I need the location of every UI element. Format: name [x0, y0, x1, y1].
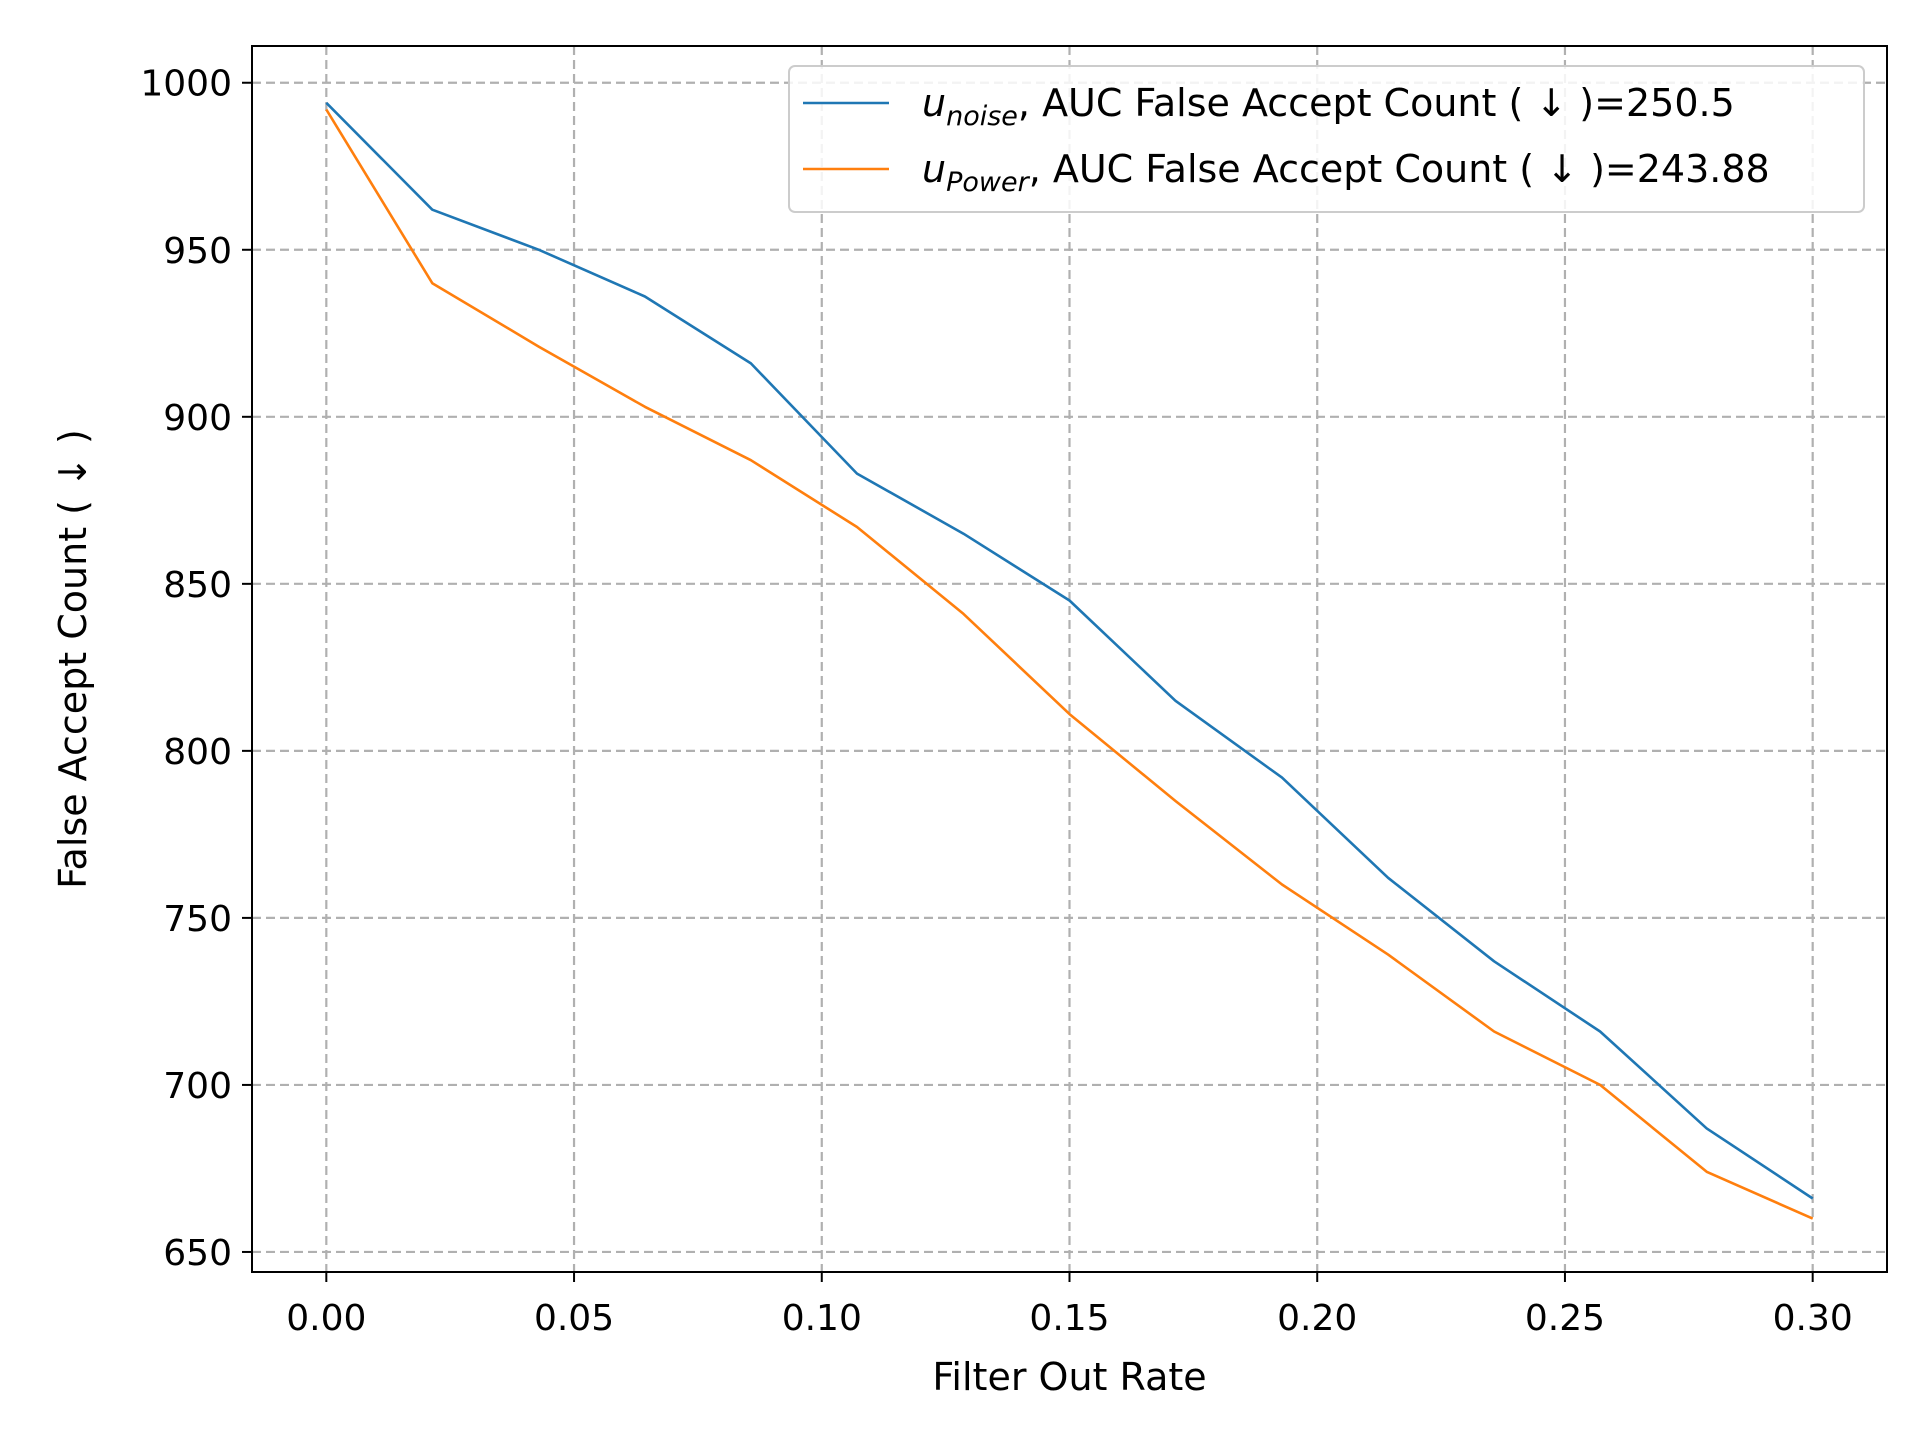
y-tick-label: 1000 [140, 64, 232, 105]
x-axis-ticks: 0.00 0.05 0.10 0.15 0.20 0.25 0.30 [286, 1272, 1853, 1339]
series-line-power [325, 108, 1814, 1220]
legend-entry-label: uPower, AUC False Accept Count ( ↓ )=243… [922, 147, 1770, 198]
x-tick-label: 0.30 [1773, 1298, 1853, 1339]
x-tick-label: 0.10 [782, 1298, 862, 1339]
series-line-noise [325, 101, 1814, 1200]
x-tick-label: 0.15 [1029, 1298, 1109, 1339]
y-tick-label: 800 [163, 732, 232, 773]
series-lines [325, 101, 1814, 1220]
y-tick-label: 750 [163, 899, 232, 940]
x-axis-label: Filter Out Rate [932, 1355, 1206, 1399]
y-tick-label: 950 [163, 231, 232, 272]
y-tick-label: 850 [163, 565, 232, 606]
x-tick-label: 0.05 [534, 1298, 614, 1339]
y-tick-label: 900 [163, 398, 232, 439]
y-tick-label: 650 [163, 1233, 232, 1274]
y-axis-ticks: 650 700 750 800 850 900 950 1000 [140, 64, 252, 1274]
y-axis-label: False Accept Count ( ↓ ) [51, 429, 95, 889]
x-tick-label: 0.25 [1525, 1298, 1605, 1339]
legend-entry-label: unoise, AUC False Accept Count ( ↓ )=250… [922, 81, 1735, 132]
y-tick-label: 700 [163, 1066, 232, 1107]
grid-lines [252, 46, 1887, 1272]
legend-box [788, 65, 1865, 213]
x-tick-label: 0.20 [1277, 1298, 1357, 1339]
x-tick-label: 0.00 [286, 1298, 366, 1339]
legend: unoise, AUC False Accept Count ( ↓ )=250… [788, 65, 1865, 213]
